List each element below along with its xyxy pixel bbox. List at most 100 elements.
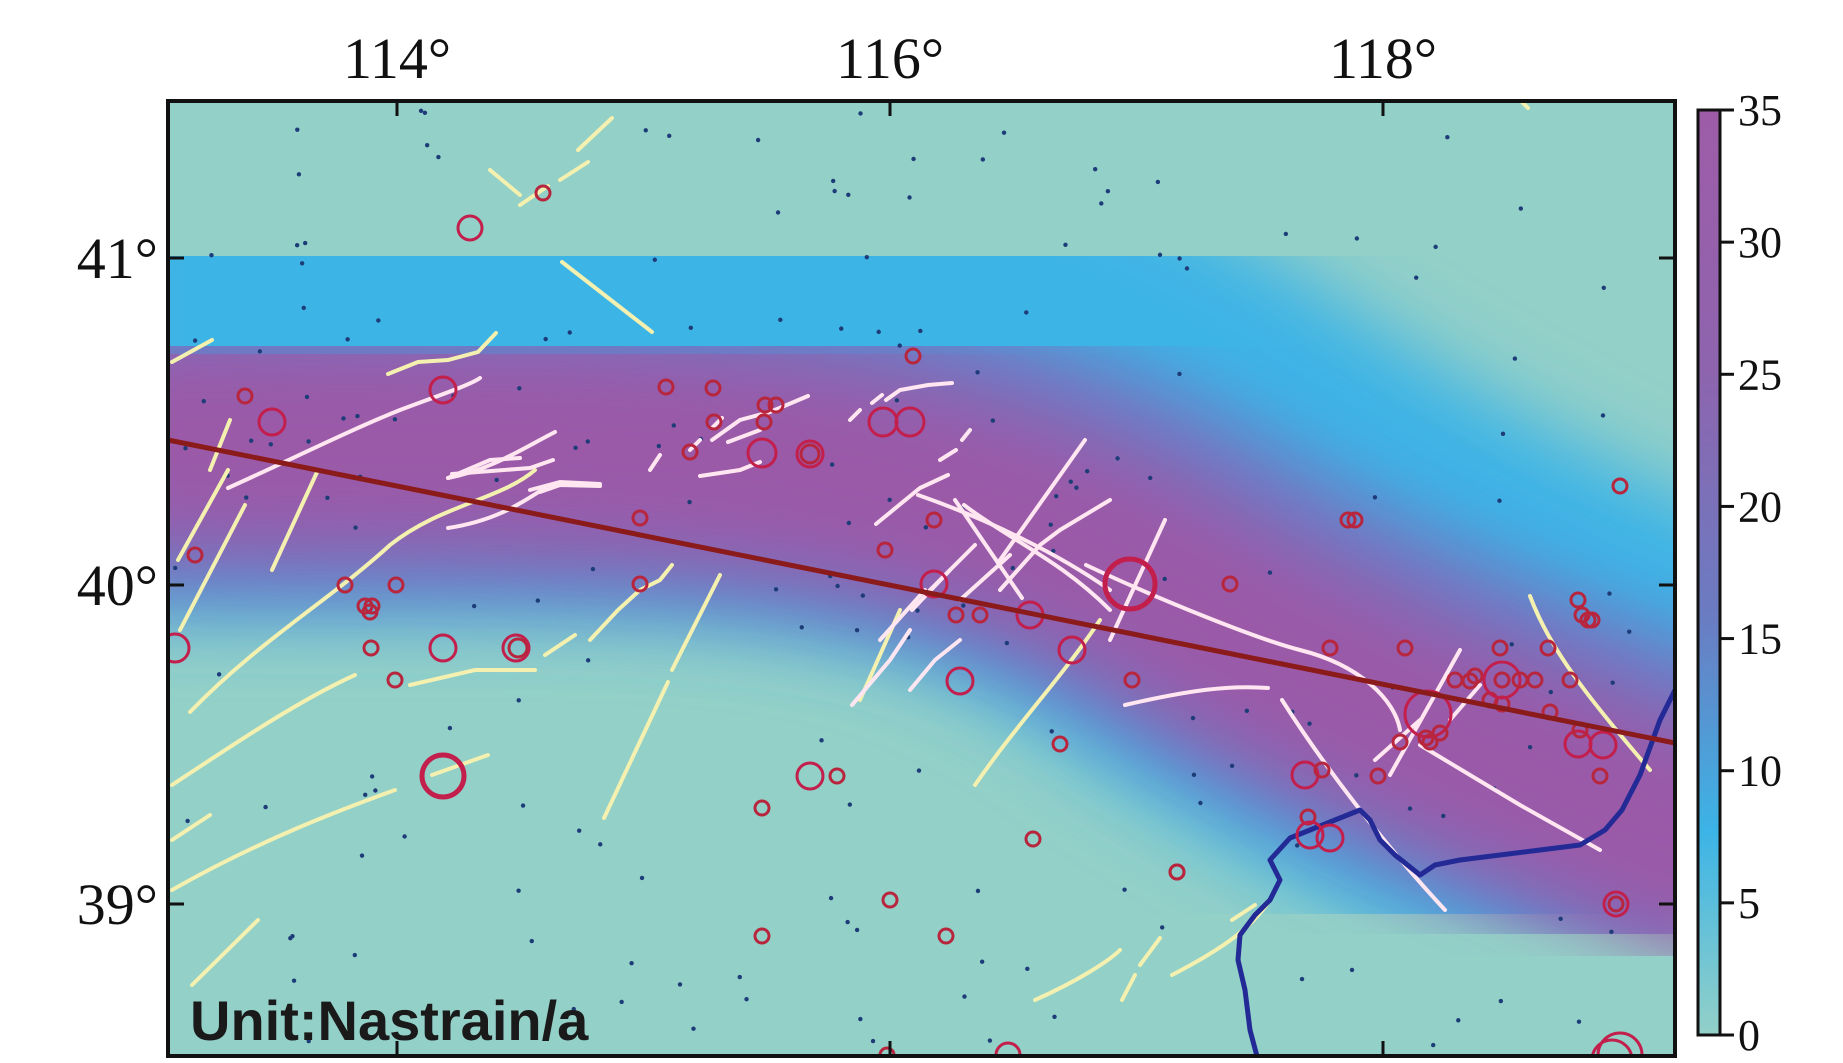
station-dot [494, 477, 499, 483]
earthquake-circle [657, 378, 675, 396]
earthquake-circle [1466, 667, 1484, 685]
earthquake-circle [428, 375, 458, 405]
fault-line [1058, 498, 1112, 532]
earthquake-circle [904, 347, 922, 365]
earthquake-circle [1588, 730, 1618, 760]
fault-line [884, 381, 954, 402]
station-dot [835, 583, 840, 589]
station-dot [677, 982, 683, 987]
station-dot [990, 418, 996, 423]
earthquake-circle [1607, 895, 1625, 913]
station-dot [1148, 475, 1153, 481]
station-dot [1372, 495, 1378, 500]
earthquake-circle [795, 439, 825, 469]
station-dot [1177, 256, 1182, 261]
station-dot [427, 1034, 432, 1039]
station-dot [688, 325, 694, 331]
map-frame [166, 99, 1677, 1058]
earthquake-circle [1123, 671, 1141, 689]
earthquake-circle [681, 443, 699, 461]
station-dot [301, 305, 306, 311]
station-dot [304, 394, 310, 400]
station-dot [352, 952, 358, 958]
station-dot [173, 565, 178, 571]
fault-line [170, 673, 357, 787]
station-dot [1001, 130, 1007, 135]
station-dot [257, 349, 263, 354]
station-dot [819, 738, 824, 743]
station-dot [839, 326, 844, 331]
station-dot [832, 188, 837, 194]
earthquake-circle [1339, 511, 1357, 529]
station-dot [962, 994, 967, 999]
station-dot [858, 111, 863, 116]
station-dot [436, 154, 441, 160]
station-dot [755, 137, 761, 143]
station-dot [987, 1038, 993, 1043]
earthquake-circle [1421, 733, 1439, 751]
fault-line [1230, 903, 1257, 922]
station-dot [737, 974, 742, 980]
earthquake-circle [1051, 735, 1069, 753]
fault-line [1120, 973, 1137, 1002]
earthquake-circle [1461, 672, 1479, 690]
fault-line [848, 393, 884, 422]
earthquake-circle [1431, 724, 1449, 742]
station-dot [1024, 310, 1029, 315]
station-dot [1053, 493, 1059, 499]
fault-line [938, 428, 972, 462]
station-dot [376, 318, 381, 323]
fault-line [973, 618, 1102, 787]
station-dot [1049, 729, 1054, 734]
fault-line [908, 638, 962, 692]
station-dot [1509, 642, 1514, 647]
earthquake-circle [767, 396, 785, 414]
station-dot [1155, 179, 1161, 185]
earthquake-circle [386, 671, 404, 689]
station-dot [306, 1038, 311, 1044]
lon-label-116: 116° [836, 26, 944, 91]
station-dot [1609, 929, 1614, 935]
station-dot [799, 625, 804, 630]
station-dot [516, 698, 521, 703]
fault-line [916, 493, 1112, 592]
fault-line [190, 918, 260, 987]
station-dot [830, 178, 836, 184]
station-dot [846, 520, 852, 526]
earthquake-circle [1417, 729, 1435, 747]
station-dot [590, 566, 596, 572]
earthquake-circle [945, 666, 975, 696]
earthquake-circle [631, 509, 649, 527]
station-dot [1051, 548, 1056, 554]
station-dot [619, 999, 624, 1005]
station-dot [1441, 813, 1446, 819]
station-dot [1092, 166, 1098, 172]
station-dot [363, 792, 368, 797]
station-dot [961, 603, 966, 608]
fault-line [878, 588, 927, 642]
station-dot [1229, 763, 1235, 769]
station-dot [447, 725, 453, 731]
fault-line [178, 503, 247, 632]
earthquake-circle [881, 891, 899, 909]
earthquake-circle [1295, 820, 1325, 850]
station-dot [1052, 1014, 1057, 1020]
station-dot [422, 110, 428, 115]
station-dot [1244, 708, 1250, 714]
earthquake-circle [1482, 660, 1522, 700]
strain-band-core [168, 336, 1675, 948]
station-dot [894, 398, 900, 403]
earthquake-circle [947, 606, 965, 624]
station-dot [209, 252, 214, 258]
station-dot [639, 875, 645, 881]
station-dot [249, 438, 254, 443]
station-dot [854, 627, 860, 633]
station-dot [870, 1038, 876, 1044]
station-dot [975, 888, 981, 894]
station-dot [573, 445, 578, 451]
fault-line [710, 394, 810, 442]
lat-label-41: 41° [77, 226, 158, 291]
earthquake-circle [419, 752, 467, 800]
station-dot [916, 768, 922, 773]
station-dot [980, 157, 986, 162]
